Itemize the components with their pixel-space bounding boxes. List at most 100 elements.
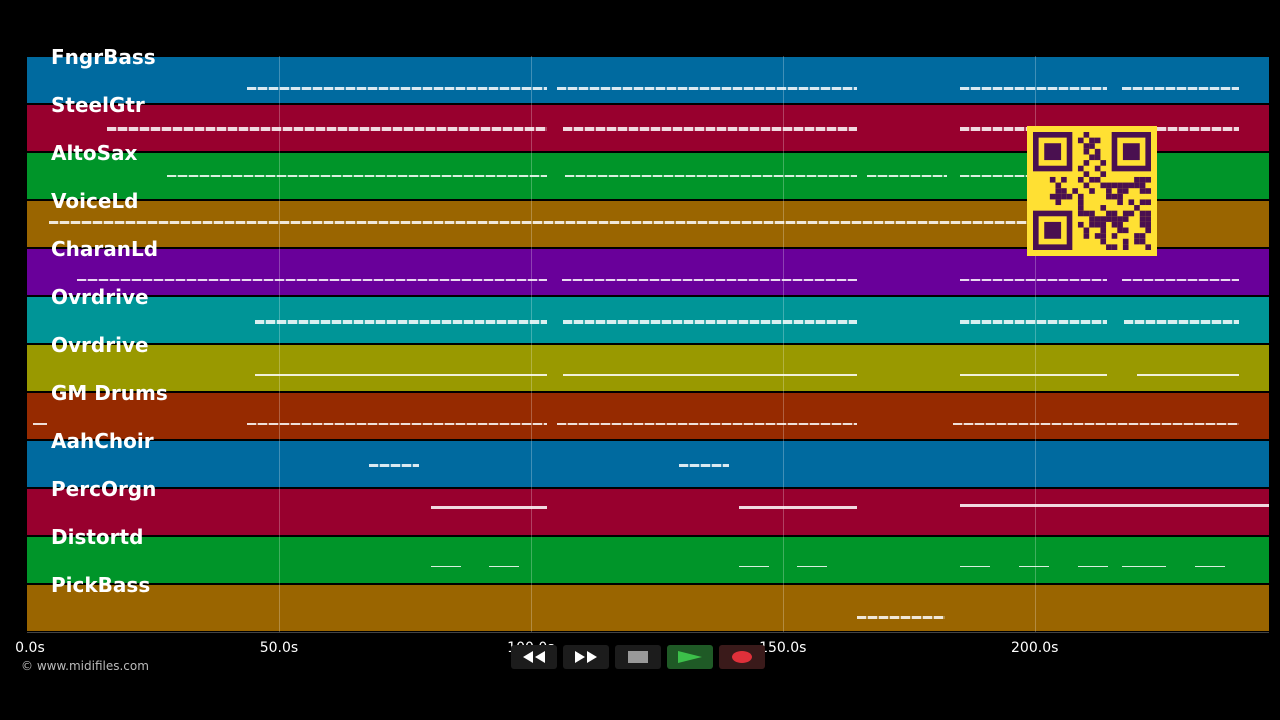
qr-module	[1094, 165, 1101, 172]
record-icon	[732, 651, 752, 663]
qr-module	[1122, 210, 1129, 217]
qr-module	[1134, 205, 1140, 211]
qr-module	[1145, 221, 1151, 228]
track-lane	[27, 345, 1269, 391]
qr-module	[1139, 199, 1146, 206]
qr-module	[1128, 199, 1135, 206]
note-segment	[960, 175, 1027, 177]
qr-module	[1072, 188, 1078, 194]
qr-module	[1061, 193, 1067, 200]
qr-module	[1083, 182, 1090, 189]
rewind-button[interactable]	[511, 645, 557, 669]
qr-module	[1128, 182, 1135, 189]
note-segment	[247, 423, 547, 425]
track-label: Distortd	[51, 525, 144, 549]
qr-module	[1122, 244, 1129, 250]
qr-module	[1145, 227, 1151, 234]
rewind-icon	[523, 651, 545, 663]
track-label: Ovrdrive	[51, 285, 149, 309]
record-button[interactable]	[719, 645, 765, 669]
track-lane	[27, 585, 1269, 631]
note-segment	[960, 87, 1107, 90]
qr-module	[1106, 216, 1112, 222]
note-segment	[1122, 566, 1166, 567]
note-segment	[565, 175, 857, 177]
qr-module	[1122, 182, 1129, 189]
qr-module	[1106, 182, 1112, 189]
note-segment	[255, 374, 547, 376]
qr-module	[1117, 227, 1123, 234]
note-segment	[369, 464, 419, 467]
qr-module	[1077, 205, 1084, 211]
qr-module	[1083, 171, 1090, 177]
note-segment	[563, 374, 857, 376]
qr-module	[1100, 182, 1107, 189]
qr-module	[1094, 137, 1101, 144]
qr-module	[1134, 233, 1140, 239]
qr-module	[1117, 193, 1123, 200]
track-label: PickBass	[51, 573, 151, 597]
qr-module	[1089, 210, 1095, 217]
qr-module	[1077, 193, 1084, 200]
note-segment	[960, 279, 1107, 281]
time-tick-label: 200.0s	[1011, 640, 1059, 656]
note-segment	[1124, 320, 1239, 324]
qr-module	[1061, 188, 1067, 194]
note-segment	[1195, 566, 1225, 567]
qr-module	[1111, 216, 1118, 222]
note-segment	[867, 175, 947, 177]
gridline	[1034, 56, 1036, 632]
qr-module	[1089, 137, 1095, 144]
time-axis	[27, 632, 1269, 633]
qr-module	[1106, 188, 1112, 194]
track-lane	[27, 393, 1269, 439]
track-lane	[27, 441, 1269, 487]
note-segment	[489, 566, 519, 567]
qr-module	[1094, 176, 1101, 183]
qr-module	[1083, 143, 1090, 149]
note-segment	[1157, 127, 1239, 131]
qr-module	[1094, 221, 1101, 228]
qr-module	[1134, 182, 1140, 189]
qr-module	[1139, 176, 1146, 183]
note-segment	[1137, 374, 1239, 376]
note-segment	[1122, 87, 1239, 90]
qr-module	[1106, 244, 1112, 250]
note-segment	[679, 464, 729, 467]
qr-module	[1139, 238, 1146, 245]
qr-module	[1145, 216, 1151, 222]
qr-module	[1100, 160, 1107, 166]
fast-forward-button[interactable]	[563, 645, 609, 669]
qr-module	[1077, 176, 1084, 183]
note-segment	[739, 566, 769, 567]
note-segment	[960, 320, 1107, 324]
qr-module	[1100, 221, 1107, 228]
qr-module	[1077, 199, 1084, 206]
note-segment	[167, 175, 547, 177]
qr-module	[1094, 154, 1101, 161]
qr-module	[1089, 154, 1095, 161]
qr-module	[1111, 244, 1118, 250]
qr-module	[1044, 221, 1062, 239]
track-label: GM Drums	[51, 381, 168, 405]
qr-module	[1094, 233, 1101, 239]
note-segment	[247, 87, 547, 90]
qr-module	[1094, 216, 1101, 222]
qr-module	[1106, 193, 1112, 200]
qr-module	[1122, 238, 1129, 245]
note-segment	[49, 221, 1027, 224]
note-segment	[1078, 566, 1108, 567]
note-segment	[953, 423, 1239, 425]
qr-code[interactable]	[1027, 126, 1157, 256]
qr-module	[1077, 165, 1084, 172]
note-segment	[960, 127, 1027, 131]
qr-module	[1083, 227, 1090, 234]
time-tick-label: 150.0s	[759, 640, 807, 656]
track-label: CharanLd	[51, 237, 159, 261]
qr-module	[1122, 227, 1129, 234]
qr-module	[1122, 143, 1140, 161]
play-button[interactable]	[667, 645, 713, 669]
qr-module	[1145, 176, 1151, 183]
stop-button[interactable]	[615, 645, 661, 669]
qr-module	[1122, 188, 1129, 194]
